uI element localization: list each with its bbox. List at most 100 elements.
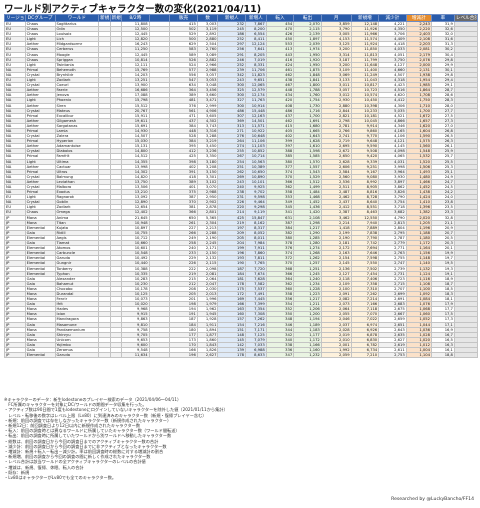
table-cell: 12,111 [121, 61, 150, 68]
table-cell: 2,000 [405, 61, 432, 68]
table-row: JP Elemental Carbuncle 10,548 233 2,150 196 7,8… [4, 250, 478, 257]
table-cell: 2,203 [405, 41, 432, 48]
table-row: NA Light Ultima 14,355 398 3,180 254 10,563 380 1… [4, 158, 478, 165]
table-cell: 1,100 [405, 285, 432, 292]
table-cell: 14,203 [121, 71, 150, 79]
table-cell: 1,188 [405, 229, 432, 236]
table-cell: 1,672 [405, 112, 432, 119]
column-header[interactable]: ​ [148, 14, 171, 22]
column-header[interactable]: 月 [320, 14, 352, 22]
footnote-line: ・減少計：前回の調査日から今回の調査日までに非アクティブとなったキャラクター数 [4, 443, 167, 449]
table-body: EU Chaos Sagittarius 11,808 415 3,003 232 7,867… [4, 20, 478, 359]
footnote-line: ・新規：前回の調査では存在しなかったキャラクター数（新規作成されたキャラクター） [4, 417, 172, 423]
table-row: JP Gaia Masamune 9,810 184 1,911 154 7,216 346 1,… [4, 321, 478, 328]
table-cell: 1,424 [405, 194, 432, 201]
table-cell: 10,450 [350, 97, 380, 104]
column-header[interactable]: 販売 [169, 14, 198, 22]
table-row: JP Gaia Tiamat 10,660 258 2,245 204 7,984 378 1,2… [4, 240, 478, 247]
column-header[interactable]: 新規 [98, 14, 111, 22]
column-header[interactable]: 新規12日 [109, 14, 123, 22]
table-cell: 12,445 [121, 51, 150, 58]
table-cell: 10,440 [121, 260, 150, 267]
footnote-line: FC所属のキャラクターを対象にDC/ワールドの期間データ収集を行った。 [4, 402, 147, 408]
table-cell [148, 352, 171, 359]
table-cell: Elemental [24, 352, 56, 359]
table-cell: 2,076 [405, 56, 432, 63]
table-cell: 178 [217, 352, 247, 359]
column-header[interactable]: ワールド [54, 14, 100, 22]
column-header[interactable]: 数 [196, 14, 219, 22]
column-header[interactable]: DCグループ [24, 14, 56, 22]
table-cell: 10,817 [350, 82, 380, 89]
table-cell: 10,388 [121, 265, 150, 272]
table-cell: 13,750 [121, 178, 150, 186]
table-cell: 1,156 [405, 250, 432, 257]
table-cell: 7,210 [350, 352, 380, 359]
table-cell: 10,755 [121, 229, 150, 236]
table-cell: 347 [265, 352, 295, 359]
table-cell: 13,092 [121, 194, 150, 201]
column-header[interactable]: 率 [430, 14, 455, 22]
table-cell: 1,708 [405, 92, 432, 99]
table-cell: 12,654 [121, 204, 150, 211]
column-header[interactable]: レベル合計 [453, 14, 478, 22]
table-row: EU Light Twintania 12,111 524 2,966 252 8,331 42… [4, 61, 478, 68]
column-header[interactable]: 8/2時 [121, 14, 150, 22]
table-cell: 1,020 [405, 336, 432, 343]
table-cell: 1,028 [405, 331, 432, 338]
table-cell: 11,634 [121, 352, 150, 359]
table-cell: 1,620 [405, 122, 432, 129]
column-header[interactable]: 新増人 [245, 14, 267, 22]
footnote-line: ・アクティブ数は90日間で1度もlodestoneにログインしていないキャラクタ… [4, 407, 228, 413]
table-cell: 10,712 [121, 234, 150, 242]
table-row: JP Gaia Shinryu 9,705 177 1,877 148 7,125 342 1,1… [4, 331, 478, 338]
table-cell: 16,243 [121, 41, 150, 48]
table-cell: 13,900 [121, 82, 150, 89]
table-cell: 1,084 [405, 296, 432, 303]
column-header[interactable]: 新規増 [350, 14, 380, 22]
table-cell: 1,493 [405, 168, 432, 175]
table-row: NA Crystal Malboro 13,506 401 3,070 240 9,925 36… [4, 183, 478, 191]
column-header[interactable]: 転出 [293, 14, 322, 22]
column-header[interactable]: 減少計 [378, 14, 407, 22]
table-cell: 1,232 [293, 352, 322, 359]
table-cell: 2,627 [196, 352, 219, 359]
column-header[interactable]: 転入 [265, 14, 295, 22]
table-cell: 12,550 [350, 214, 380, 221]
table-cell: 10,020 [121, 301, 150, 308]
footnote-line: ・転入：前回の調査時とは異なるワールドに所属していたキャラクター数（ワールド間転… [4, 428, 180, 434]
table-cell: 1,140 [405, 260, 432, 267]
table-row: NA Primal Lamia 14,930 448 3,316 271 10,922 405 1… [4, 127, 478, 135]
table-cell: 1,164 [405, 245, 432, 252]
table-cell: 11,924 [350, 41, 380, 48]
table-row: JP Mana Chocobo 10,178 208 2,030 175 7,537 360 1,… [4, 285, 478, 292]
table-cell: 2,179 [405, 51, 432, 58]
table-cell: 15,769 [121, 66, 150, 73]
table-row: JP Elemental Kujata 10,897 227 2,213 197 8,317 3… [4, 224, 478, 231]
column-header[interactable]: 増減計 [405, 14, 432, 22]
table-row: NA Crystal Zalera 14,507 528 3,288 276 10,648 40… [4, 133, 478, 140]
table-cell: 10,398 [350, 102, 380, 109]
table-cell: 18,8 [430, 352, 455, 359]
table-cell: 10,814 [121, 56, 150, 63]
table-header-row: リージョンDCグループワールド新規新規12日8/2時​販売数新規人新増人転入転出… [4, 14, 478, 22]
table-cell: 11,813 [350, 51, 380, 58]
page-title: ワールド別アクティブキャラクター数の変化(2021/04/11) [4, 4, 262, 15]
table-cell: 8,633 [245, 352, 267, 359]
table-cell: 2,243 [405, 20, 432, 28]
footnote-line: ・新規12日：前回調査日より12日以内に新規作成されたキャラクター数 [4, 423, 141, 429]
footnote-line: ・増減は、新規、復帰、休眠、転入の合計 [4, 464, 84, 470]
table-cell: 12,445 [121, 31, 150, 38]
column-header[interactable]: 新規人 [217, 14, 247, 22]
table-cell [98, 352, 111, 359]
table-cell: 15,691 [121, 122, 150, 129]
table-cell: 1,124 [405, 270, 432, 277]
table-cell: 10,660 [121, 240, 150, 247]
table-cell: 1,044 [405, 321, 432, 328]
column-header[interactable]: リージョン [4, 14, 26, 22]
table-cell: 1,532 [405, 153, 432, 160]
table-cell: 10,948 [121, 219, 150, 226]
data-table-container[interactable]: リージョンDCグループワールド新規新規12日8/2時​販売数新規人新増人転入転出… [4, 14, 478, 394]
table-cell: 12,890 [121, 199, 150, 206]
table-cell: 10,601 [121, 245, 150, 252]
